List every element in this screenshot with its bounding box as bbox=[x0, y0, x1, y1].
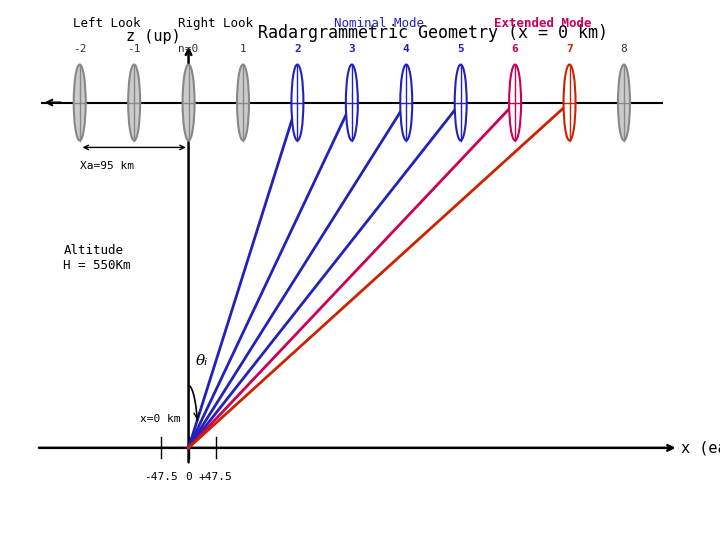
Text: +47.5: +47.5 bbox=[199, 472, 233, 482]
Text: θᵢ: θᵢ bbox=[195, 354, 207, 368]
Text: 1: 1 bbox=[240, 44, 246, 54]
Circle shape bbox=[128, 65, 140, 140]
Text: Xa=95 km: Xa=95 km bbox=[80, 161, 134, 171]
Text: 7: 7 bbox=[566, 44, 573, 54]
Circle shape bbox=[346, 65, 358, 140]
Circle shape bbox=[73, 65, 86, 140]
Circle shape bbox=[237, 65, 249, 140]
Text: 8: 8 bbox=[621, 44, 627, 54]
Text: x=0 km: x=0 km bbox=[140, 414, 181, 424]
Circle shape bbox=[618, 65, 630, 140]
Circle shape bbox=[509, 65, 521, 140]
Text: -1: -1 bbox=[127, 44, 141, 54]
Text: Radargrammetric Geometry (x = 0 km): Radargrammetric Geometry (x = 0 km) bbox=[258, 24, 608, 43]
Text: -47.5: -47.5 bbox=[145, 472, 179, 482]
Text: 6: 6 bbox=[512, 44, 518, 54]
Text: -2: -2 bbox=[73, 44, 86, 54]
Text: Extended Mode: Extended Mode bbox=[494, 17, 591, 30]
Text: z (up): z (up) bbox=[126, 29, 181, 44]
Circle shape bbox=[455, 65, 467, 140]
Text: n=0: n=0 bbox=[179, 44, 199, 54]
Text: Nominal Mode: Nominal Mode bbox=[334, 17, 424, 30]
Text: Altitude
H = 550Km: Altitude H = 550Km bbox=[63, 244, 131, 272]
Text: 2: 2 bbox=[294, 44, 301, 54]
Text: Right Look: Right Look bbox=[179, 17, 253, 30]
Text: 4: 4 bbox=[403, 44, 410, 54]
Circle shape bbox=[400, 65, 413, 140]
Circle shape bbox=[292, 65, 303, 140]
Text: 5: 5 bbox=[457, 44, 464, 54]
Text: 3: 3 bbox=[348, 44, 355, 54]
Text: x (east): x (east) bbox=[681, 440, 720, 455]
Text: 0: 0 bbox=[185, 472, 192, 482]
Text: Left Look: Left Look bbox=[73, 17, 140, 30]
Circle shape bbox=[564, 65, 575, 140]
Circle shape bbox=[183, 65, 194, 140]
